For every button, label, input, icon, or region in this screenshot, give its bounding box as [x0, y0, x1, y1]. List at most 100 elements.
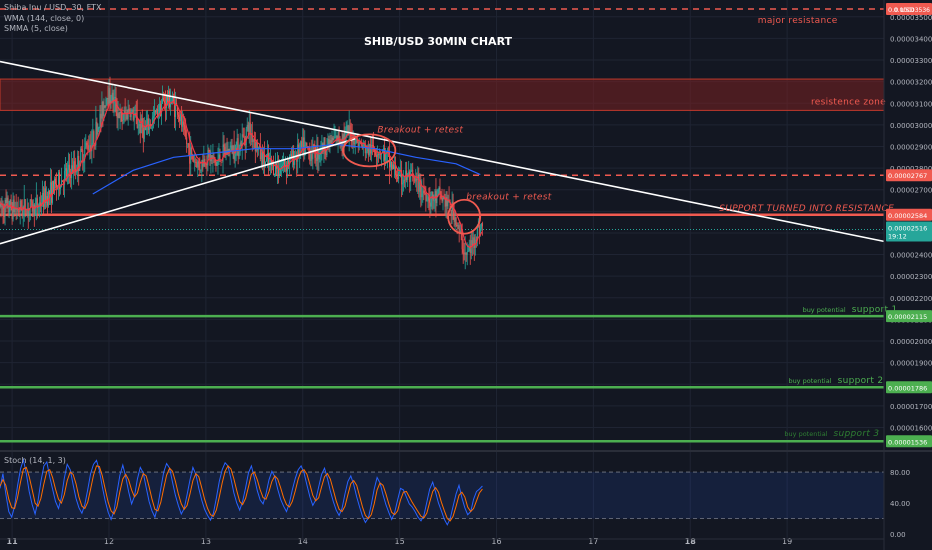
candle-body [31, 201, 33, 212]
candle-body [256, 142, 258, 151]
trendline-descending [0, 60, 885, 243]
resistance-zone [0, 78, 885, 111]
candle-body [336, 135, 338, 142]
candle-body [323, 137, 325, 151]
candle-body [89, 145, 91, 151]
candle-body [80, 148, 82, 164]
candle-body [393, 164, 395, 169]
candle-body [148, 124, 150, 130]
candle-body [245, 128, 247, 146]
candle-body [87, 145, 89, 150]
candle-body [273, 174, 275, 175]
candle-body [72, 165, 74, 174]
candle-body [188, 143, 190, 148]
candle-body [110, 100, 112, 104]
candle-body [453, 211, 455, 222]
candle-body [140, 118, 142, 134]
trendline-ascending [0, 137, 356, 245]
candle-body [22, 207, 24, 217]
candle-body [242, 134, 244, 137]
candle-body [66, 168, 68, 177]
candle-body [131, 110, 133, 112]
candle-body [160, 103, 162, 116]
candle-body [465, 252, 467, 255]
candle-body [27, 208, 29, 215]
candle-body [432, 191, 434, 201]
candle-body [457, 225, 459, 227]
candle-body [299, 148, 301, 157]
candle-body [411, 169, 413, 171]
candle-body [137, 126, 139, 129]
candle-body [282, 164, 284, 166]
current-price-bg [886, 221, 932, 242]
candle-body [335, 135, 337, 137]
price-label-top: 0.0 USD [888, 6, 914, 14]
candle-body [90, 145, 92, 152]
candle-body [249, 122, 251, 136]
candle-body [346, 125, 348, 132]
annotation-bo2: breakout + retest [466, 192, 551, 202]
candle-body [322, 143, 324, 151]
candle-body [67, 169, 69, 177]
time-tick: 13 [201, 537, 211, 546]
candle-body [199, 163, 201, 171]
candle-body [401, 170, 403, 185]
candle-body [76, 171, 78, 173]
candle-body [246, 124, 248, 129]
candle-body [360, 142, 362, 146]
candle-body [438, 187, 440, 190]
candle-body [421, 193, 423, 198]
stoch-legend[interactable]: Stoch (14, 1, 3) [4, 456, 66, 465]
price-label-upper: 0.00002767 [888, 172, 927, 180]
annotation-bp2: buy potential [788, 377, 831, 385]
candle-body [415, 178, 417, 182]
candle-body [279, 173, 281, 176]
candle-body [192, 154, 194, 160]
candle-body [98, 127, 100, 129]
wma-legend[interactable]: WMA (144, close, 0) [4, 13, 85, 23]
candle-body [58, 172, 60, 186]
candle-body [385, 151, 387, 153]
levels [0, 8, 885, 443]
candle-body [111, 92, 113, 101]
candle-body [145, 126, 147, 130]
candle-body [463, 252, 465, 255]
price-label-s1: 0.00002115 [888, 313, 927, 321]
candle-body [6, 197, 8, 203]
candle-body [302, 137, 304, 148]
candle-body [121, 113, 123, 122]
candle-body [219, 154, 221, 162]
candle-body [156, 109, 158, 117]
price-label-bg-upper [886, 169, 932, 182]
candle-body [144, 126, 146, 130]
candle-body [303, 137, 305, 156]
candle-body [208, 149, 210, 152]
candle-body [50, 182, 52, 203]
candle-body [298, 144, 300, 157]
candle-body [60, 186, 62, 190]
candle-body [152, 116, 154, 118]
price-tick: 0.00003200 [890, 79, 932, 87]
candle-body [262, 153, 264, 167]
candle-body [395, 165, 397, 176]
candle-body [112, 92, 114, 103]
chart-title: SHIB/USD 30MIN CHART [364, 35, 513, 48]
candle-body [120, 111, 122, 114]
candle-body [186, 137, 188, 144]
smma-legend[interactable]: SMMA (5, close) [4, 24, 68, 33]
candle-body [151, 117, 153, 125]
candle-body [450, 209, 452, 215]
candle-body [123, 110, 125, 120]
candle-body [205, 163, 207, 165]
candle-body [26, 208, 28, 215]
candle-body [379, 153, 381, 155]
candle-body [362, 144, 364, 149]
candle-body [456, 224, 458, 227]
candle-body [367, 146, 369, 156]
candle-body [197, 161, 199, 168]
candle-body [479, 228, 481, 236]
symbol-title[interactable]: Shiba Inu / USD, 30, FTX [4, 3, 102, 12]
candle-body [44, 188, 46, 204]
candle-body [158, 103, 160, 114]
candle-body [81, 148, 83, 151]
